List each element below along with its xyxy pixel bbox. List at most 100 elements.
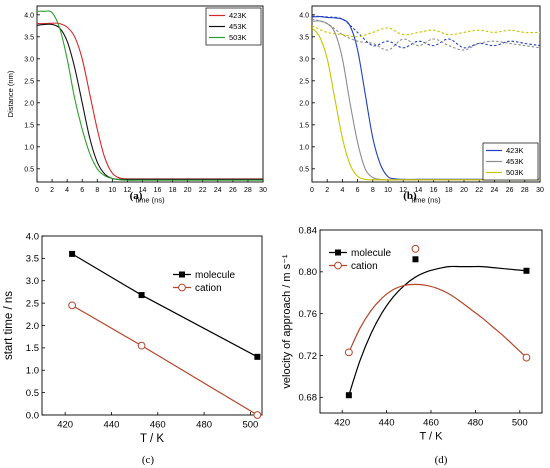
x-tick-label: 24 <box>491 187 499 194</box>
x-tick-label: 8 <box>95 187 99 194</box>
x-tick-label: 2 <box>50 187 54 194</box>
y-tick-label: 3.0 <box>24 56 34 63</box>
legend-marker <box>179 271 185 278</box>
y-tick-label: 3.5 <box>26 254 39 265</box>
x-tick-label: 14 <box>415 187 423 194</box>
y-tick-label: 2.5 <box>24 78 34 85</box>
y-tick-label: 0.5 <box>26 388 39 399</box>
x-tick-label: 6 <box>80 187 84 194</box>
plot-frame <box>41 235 263 416</box>
data-point-molecule <box>254 353 261 360</box>
data-point-molecule <box>69 250 76 257</box>
panel-caption: (c) <box>142 454 155 466</box>
panel-caption: (d) <box>435 454 448 466</box>
y-tick-label: 1.0 <box>26 366 39 377</box>
x-tick-label: 460 <box>150 420 166 431</box>
series-group <box>348 265 527 396</box>
chart-panel-3: 420 440 460 480 500 0.0 0.5 1.0 1.5 2.0 2.5 3.0 3.5 4… <box>3 231 263 466</box>
x-tick-label: 20 <box>184 187 192 194</box>
legend-label-503K: 503K <box>229 33 247 42</box>
data-point-molecule <box>523 267 530 274</box>
x-tick-label: 24 <box>214 187 222 194</box>
x-axis-label: T / K <box>419 431 443 443</box>
series-line-dotted-4 <box>312 18 540 51</box>
y-tick-label: 4.0 <box>299 12 309 19</box>
y-axis-label: velocity of approach / m s⁻¹ <box>281 254 293 389</box>
y-tick-label: 1.5 <box>299 122 309 129</box>
x-tick-label: 4 <box>340 187 344 194</box>
series-line-503K <box>37 10 263 181</box>
y-tick-label: 2.0 <box>26 321 39 332</box>
x-axis-label: T / K <box>140 433 164 445</box>
x-tick-label: 420 <box>334 418 350 429</box>
x-tick-label: 10 <box>384 187 392 194</box>
series-line-423K <box>37 22 263 180</box>
y-tick-label: 0.68 <box>299 393 318 404</box>
x-tick-label: 10 <box>108 187 116 194</box>
series-line-503K <box>312 27 540 181</box>
series-line-cation <box>348 283 527 359</box>
y-tick-label: 2.5 <box>26 298 39 309</box>
x-tick-label: 2 <box>325 187 329 194</box>
y-tick-label: 3.0 <box>26 276 39 287</box>
panel-caption: (a) <box>130 190 143 202</box>
series-line-453K <box>37 23 263 180</box>
chart-panel-4: 420 440 460 480 500 0.68 0.72 0.76 0.80 0.84 T / K… <box>281 225 543 466</box>
y-tick-label: 3.0 <box>299 56 309 63</box>
y-tick-label: 2.0 <box>24 100 34 107</box>
x-tick-label: 26 <box>506 187 514 194</box>
x-tick-label: 14 <box>139 187 147 194</box>
x-tick-label: 30 <box>536 187 544 194</box>
legend-marker <box>178 283 186 292</box>
legend-label-503K: 503K <box>506 168 524 177</box>
series-group <box>37 10 263 181</box>
legend-label-423K: 423K <box>229 11 247 20</box>
x-tick-label: 440 <box>104 420 120 431</box>
x-axis-label: time (ns) <box>135 196 165 205</box>
x-tick-label: 28 <box>521 187 529 194</box>
x-tick-label: 28 <box>244 187 252 194</box>
data-point-cation <box>68 301 77 310</box>
x-tick-label: 4 <box>65 187 69 194</box>
legend-label-453K: 453K <box>229 22 247 31</box>
y-axis-label: start time / ns <box>3 291 15 360</box>
x-tick-label: 18 <box>445 187 453 194</box>
x-tick-label: 500 <box>242 420 258 431</box>
x-tick-label: 16 <box>430 187 438 194</box>
y-tick-label: 2.5 <box>299 78 309 85</box>
chart-panel-1: 0 2 4 6 8 10 12 14 16 18 20 22 24 26 28 300.51.01.52.02… <box>6 5 267 205</box>
y-axis-label: Distance (nm) <box>6 70 15 117</box>
x-tick-label: 480 <box>196 420 212 431</box>
x-tick-label: 30 <box>259 187 267 194</box>
plot-frame <box>311 5 541 183</box>
y-tick-label: 1.5 <box>24 122 34 129</box>
y-tick-label: 0.84 <box>299 225 318 236</box>
legend-label-453K: 453K <box>506 157 524 166</box>
y-tick-label: 0.0 <box>26 410 39 421</box>
legend-label-molecule: molecule <box>195 270 235 281</box>
y-tick-label: 4.0 <box>26 231 39 242</box>
data-point-cation <box>253 411 262 419</box>
chart-panel-2: 0 2 4 6 8 10 12 14 16 18 20 22 24 26 28 300.51.01.52.02… <box>299 5 544 205</box>
y-tick-label: 1.0 <box>299 144 309 151</box>
series-line-cation <box>71 304 258 415</box>
series-line-dotted-5 <box>312 25 540 38</box>
data-point-molecule <box>412 256 419 263</box>
x-tick-label: 460 <box>423 418 439 429</box>
data-point-molecule <box>138 292 145 299</box>
y-tick-label: 0.5 <box>24 166 34 173</box>
x-tick-label: 12 <box>124 187 132 194</box>
x-tick-label: 8 <box>371 187 375 194</box>
y-tick-label: 0.76 <box>299 309 318 320</box>
legend-label-cation: cation <box>195 283 222 294</box>
panel-caption: (b) <box>403 190 417 202</box>
x-tick-label: 20 <box>460 187 468 194</box>
x-tick-label: 420 <box>57 420 73 431</box>
x-tick-label: 500 <box>512 418 528 429</box>
legend-label-423K: 423K <box>506 146 524 155</box>
legend-marker <box>335 249 341 256</box>
legend-box <box>482 142 539 181</box>
x-tick-label: 0 <box>35 187 39 194</box>
y-tick-label: 4.0 <box>24 12 34 19</box>
